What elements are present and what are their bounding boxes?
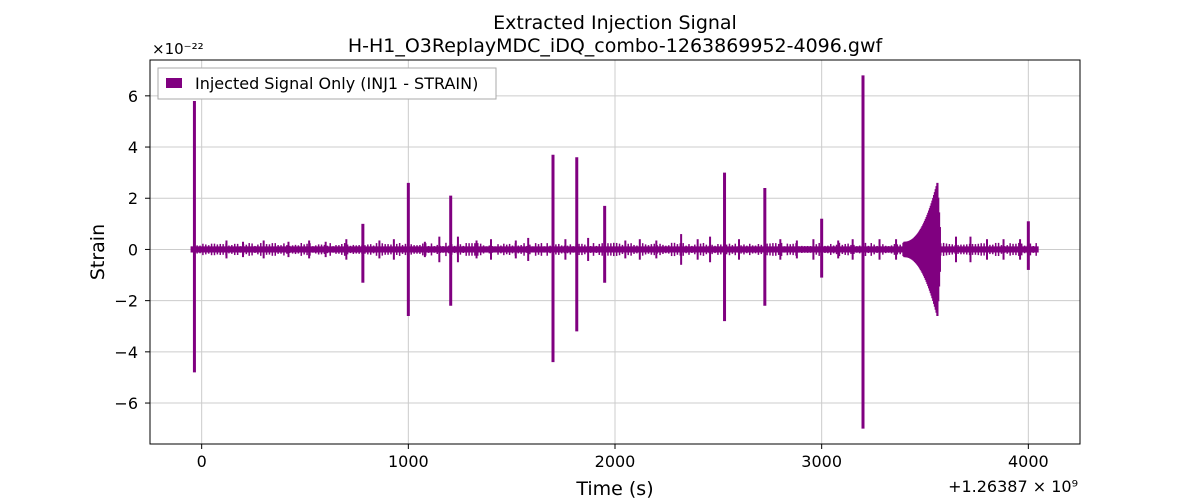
x-tick-label: 3000 <box>801 452 842 471</box>
legend-swatch <box>166 78 182 88</box>
chart-subtitle: H-H1_O3ReplayMDC_iDQ_combo-1263869952-40… <box>348 35 884 57</box>
legend: Injected Signal Only (INJ1 - STRAIN) <box>157 67 497 100</box>
y-tick-label: −6 <box>114 394 138 413</box>
legend-box <box>157 67 497 100</box>
y-tick-label: −4 <box>114 343 138 362</box>
y-axis-label: Strain <box>87 224 109 280</box>
series-group <box>190 75 1039 429</box>
legend-label: Injected Signal Only (INJ1 - STRAIN) <box>195 74 478 93</box>
y-tick-label: −2 <box>114 292 138 311</box>
x-tick-label: 4000 <box>1008 452 1049 471</box>
x-tick-label: 2000 <box>595 452 636 471</box>
tick-group: 0 1000 2000 3000 4000 6 4 2 0 −2 −4 −6 <box>114 87 1048 471</box>
chart-title: Extracted Injection Signal <box>493 12 737 34</box>
y-tick-label: 4 <box>128 138 138 157</box>
y-scale-label: ×10⁻²² <box>152 40 204 58</box>
x-tick-label: 0 <box>197 452 207 471</box>
y-tick-label: 6 <box>128 87 138 106</box>
x-offset-label: +1.26387 × 10⁹ <box>948 477 1078 496</box>
x-tick-label: 1000 <box>388 452 429 471</box>
y-tick-label: 0 <box>128 240 138 259</box>
signal-baseline <box>191 246 1039 253</box>
y-tick-label: 2 <box>128 189 138 208</box>
x-axis-label: Time (s) <box>575 478 653 500</box>
